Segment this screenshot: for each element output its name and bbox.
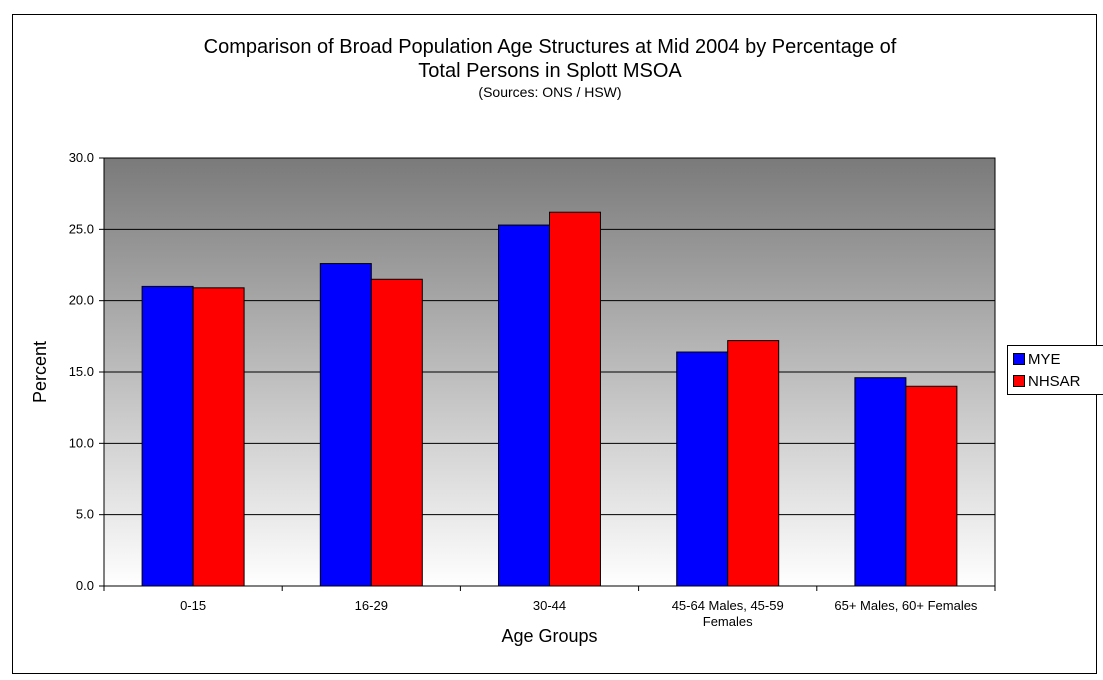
legend-item-mye: MYE <box>1013 349 1061 369</box>
chart-title-line2: Total Persons in Splott MSOA <box>418 60 682 82</box>
x-tick-label-line: 30-44 <box>533 598 566 613</box>
x-axis-title: Age Groups <box>501 626 597 646</box>
x-tick-label: 65+ Males, 60+ Females <box>834 598 978 613</box>
y-tick-label: 10.0 <box>69 435 94 450</box>
bar-mye-3 <box>676 351 729 587</box>
y-tick-label: 20.0 <box>69 293 94 308</box>
x-tick-label-line: 16-29 <box>355 598 388 613</box>
y-tick-label: 0.0 <box>76 578 94 593</box>
bar-mye-2 <box>498 224 550 587</box>
x-tick-label-line: 0-15 <box>180 598 206 613</box>
bar-nhsar-0 <box>192 287 245 587</box>
legend-swatch-mye <box>1013 353 1025 365</box>
bar-nhsar-4 <box>905 385 958 587</box>
bar-nhsar-1 <box>370 278 423 587</box>
y-tick-label: 30.0 <box>69 150 94 165</box>
x-tick-label: 30-44 <box>533 598 566 613</box>
bar-nhsar-3 <box>727 340 780 587</box>
bar-nhsar-2 <box>549 211 601 587</box>
y-tick-label: 25.0 <box>69 221 94 236</box>
x-tick-label: 16-29 <box>355 598 388 613</box>
y-axis-title: Percent <box>30 341 50 403</box>
chart-legend: MYE NHSAR <box>1007 345 1103 395</box>
x-tick-label: 0-15 <box>180 598 206 613</box>
y-tick-label: 15.0 <box>69 364 94 379</box>
x-tick-label-line: Females <box>703 614 753 629</box>
bar-mye-0 <box>141 285 194 587</box>
legend-label-mye: MYE <box>1028 350 1061 368</box>
legend-label-nhsar: NHSAR <box>1028 372 1081 390</box>
chart-title-line1: Comparison of Broad Population Age Struc… <box>203 36 897 58</box>
chart-subtitle: (Sources: ONS / HSW) <box>478 84 622 100</box>
x-tick-label: 45-64 Males, 45-59 Females <box>672 598 784 629</box>
bar-mye-1 <box>319 263 372 587</box>
bar-mye-4 <box>854 377 907 587</box>
legend-item-nhsar: NHSAR <box>1013 371 1081 391</box>
x-tick-label-line: 65+ Males, 60+ Females <box>834 598 978 613</box>
legend-swatch-nhsar <box>1013 375 1025 387</box>
y-tick-label: 5.0 <box>76 507 94 522</box>
x-tick-label-line: 45-64 Males, 45-59 <box>672 598 784 613</box>
